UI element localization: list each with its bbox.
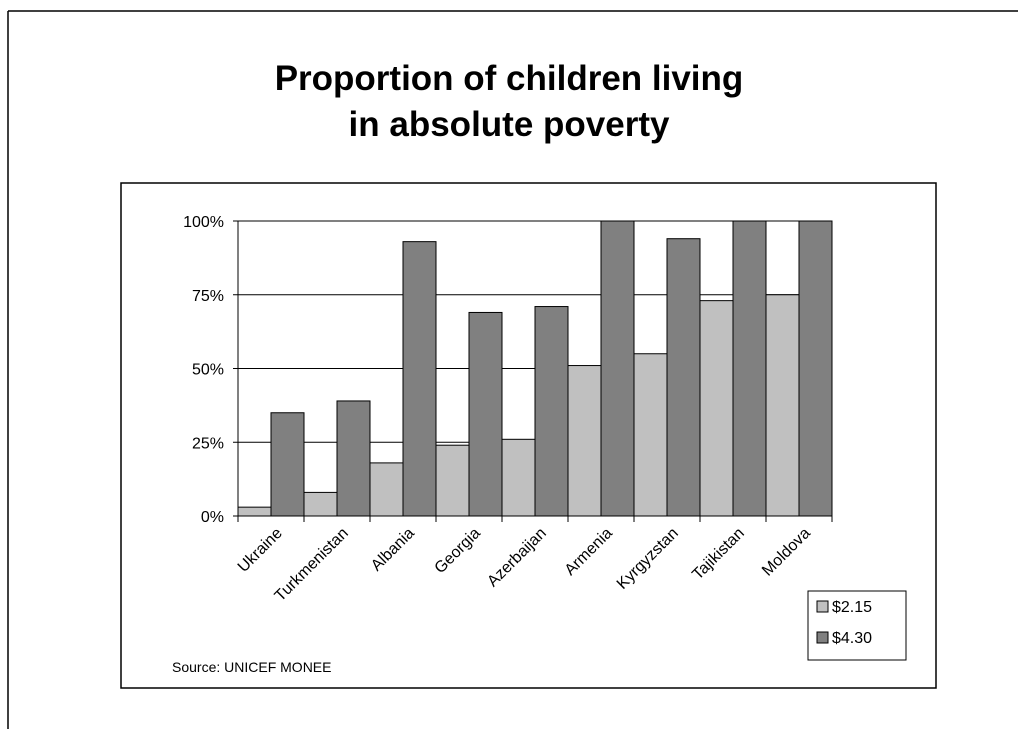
bar-moldova-series-1 (765, 294, 800, 517)
bar-tajikistan-series-2 (732, 220, 767, 517)
bar-georgia-series-2 (468, 311, 503, 517)
chart-title-line-1: Proportion of children living (274, 59, 744, 98)
legend-box (807, 590, 907, 661)
y-tick-label: 25% (192, 435, 224, 452)
bar-armenia-series-1 (567, 365, 602, 517)
bar-turkmenistan-series-1 (303, 491, 338, 517)
bar-armenia-series-2 (600, 220, 635, 517)
source-note: Source: UNICEF MONEE (172, 659, 331, 675)
x-tick-marks (237, 516, 833, 522)
bar-albania-series-1 (369, 462, 404, 517)
bar-albania-series-2 (402, 241, 437, 517)
chart-title: Proportion of children living in absolut… (0, 56, 1018, 148)
bar-ukraine-series-1 (237, 506, 272, 517)
y-tick-label: 0% (201, 509, 224, 526)
legend-swatch-2-15 (816, 600, 829, 613)
bar-tajikistan-series-1 (699, 300, 734, 517)
legend: $2.15 $4.30 (807, 590, 907, 661)
bar-azerbaijan-series-1 (501, 438, 536, 517)
bar-kyrgyzstan-series-2 (666, 238, 701, 517)
legend-label-4-30: $4.30 (832, 630, 872, 647)
y-tick-label: 100% (183, 214, 224, 231)
bar-moldova-series-2 (798, 220, 833, 517)
bar-georgia-series-1 (435, 444, 470, 517)
bar-kyrgyzstan-series-1 (633, 353, 668, 517)
bar-ukraine-series-2 (270, 412, 305, 517)
bar-turkmenistan-series-2 (336, 400, 371, 517)
legend-swatch-4-30 (816, 631, 829, 644)
bar-azerbaijan-series-2 (534, 306, 569, 517)
y-tick-labels: 0% 25% 50% 75% 100% (183, 214, 238, 526)
y-tick-label: 50% (192, 362, 224, 379)
bars (237, 220, 833, 517)
legend-label-2-15: $2.15 (832, 599, 872, 616)
chart-title-line-2: in absolute poverty (348, 105, 670, 144)
y-tick-label: 75% (192, 288, 224, 305)
